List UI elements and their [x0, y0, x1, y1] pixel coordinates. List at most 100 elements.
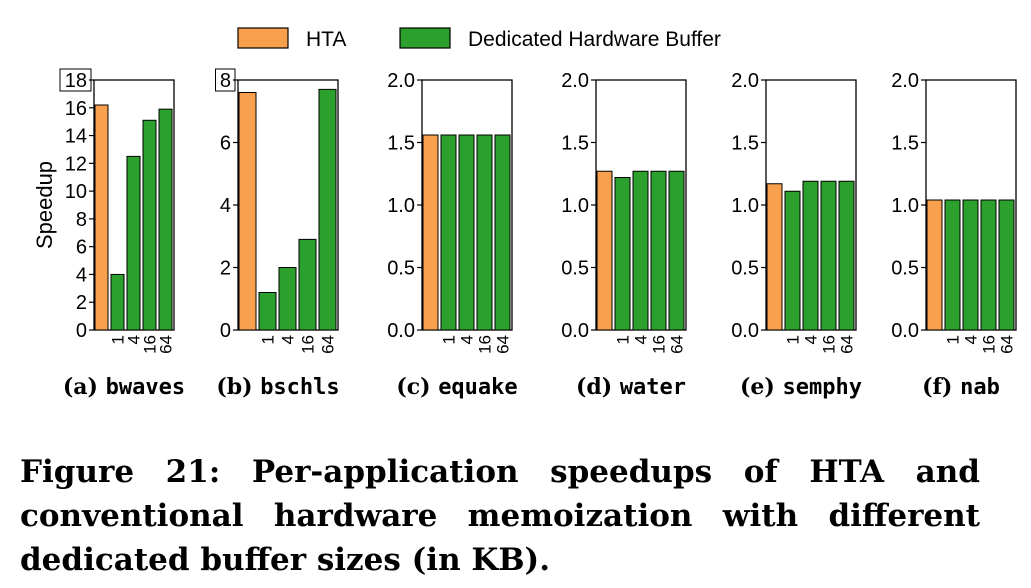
y-tick-label: 0.5: [891, 258, 919, 280]
x-tick-label: 1: [259, 335, 278, 344]
bar-buffer-4: [278, 267, 297, 331]
bar-buffer-4: [802, 180, 819, 331]
subfigure-app-name: equake: [438, 375, 517, 400]
x-tick-label: 16: [299, 335, 318, 354]
bar-buffer-1: [110, 273, 125, 331]
x-tick-label: 64: [157, 335, 176, 354]
subfigure-prefix: (e): [740, 374, 782, 400]
bar-buffer-1: [614, 177, 631, 331]
x-tick-label: 16: [141, 335, 160, 354]
subfigure-prefix: (b): [216, 374, 260, 400]
x-tick-label: 64: [319, 335, 338, 354]
bar-buffer-1: [258, 292, 277, 331]
panel-nab: 0.0 0.5 1.0 1.5 2.0 1 4 16 64 (f) nab: [891, 70, 1017, 400]
y-tick-label: 0.5: [387, 258, 415, 280]
bar-buffer-64: [318, 88, 337, 331]
bar-buffer-1: [784, 190, 801, 331]
y-tick-label: 12: [65, 153, 87, 175]
subfigure-label: (f) nab: [922, 374, 1000, 400]
legend-swatch-buffer: [399, 27, 451, 49]
x-tick-label: 1: [109, 335, 128, 344]
x-tick-label: 64: [998, 335, 1017, 354]
y-tick-label: 0.0: [731, 320, 759, 342]
bar-buffer-16: [820, 180, 837, 331]
bar-hta: [926, 199, 943, 331]
y-tick-label: 1.5: [561, 133, 589, 155]
bar-buffer-64: [158, 108, 173, 331]
y-axis-label: Speedup: [32, 161, 57, 249]
y-tick-label: 2.0: [891, 70, 919, 92]
subfigure-label: (e) semphy: [740, 374, 862, 400]
y-tick-label: 16: [65, 98, 87, 120]
panel-semphy: 0.0 0.5 1.0 1.5 2.0 1 4 16 64 (e) semphy: [731, 70, 862, 400]
x-tick-label: 16: [980, 335, 999, 354]
x-tick-label: 1: [784, 335, 803, 344]
subfigure-app-name: semphy: [783, 375, 862, 400]
subfigure-app-name: water: [620, 375, 686, 400]
y-tick-label: 6: [76, 237, 87, 259]
x-tick-label: 16: [820, 335, 839, 354]
y-tick-label: 8: [76, 209, 87, 231]
bar-hta: [766, 183, 783, 331]
figure-21-chart: HTA Dedicated Hardware Buffer 02468101214…: [32, 27, 1017, 400]
x-tick-label: 1: [944, 335, 963, 344]
legend: HTA Dedicated Hardware Buffer: [237, 27, 721, 51]
y-tick-label: 2.0: [561, 70, 589, 92]
y-tick-label: 0.0: [561, 320, 589, 342]
bar-buffer-4: [962, 199, 979, 331]
x-tick-label: 4: [802, 335, 821, 344]
subfigure-app-name: nab: [960, 375, 1000, 400]
legend-label-buffer: Dedicated Hardware Buffer: [468, 28, 721, 51]
x-tick-label: 4: [125, 335, 144, 344]
x-tick-label: 64: [838, 335, 857, 354]
y-tick-label: 0.5: [561, 258, 589, 280]
y-tick-label: 1.5: [891, 133, 919, 155]
figure-caption: Figure 21: Per-application speedups of H…: [20, 454, 980, 578]
subfigure-label: (d) water: [576, 374, 686, 400]
subfigure-app-name: bschls: [260, 375, 339, 400]
subfigure-label: (b) bschls: [216, 374, 339, 400]
subfigure-prefix: (d): [576, 374, 620, 400]
y-tick-label: 2.0: [731, 70, 759, 92]
bar-buffer-64: [494, 134, 511, 331]
x-tick-label: 4: [632, 335, 651, 344]
bar-buffer-16: [298, 238, 317, 331]
subfigure-prefix: (a): [63, 374, 106, 400]
y-tick-label: 6: [220, 133, 231, 155]
y-tick-label: 14: [65, 126, 87, 148]
y-tick-label: 1.5: [387, 133, 415, 155]
y-tick-label: 2.0: [387, 70, 415, 92]
bar-buffer-64: [668, 170, 685, 331]
y-tick-label: 0: [76, 320, 87, 342]
x-tick-label: 1: [614, 335, 633, 344]
y-tick-label: 18: [65, 70, 87, 92]
y-tick-label: 1.0: [731, 195, 759, 217]
bar-buffer-64: [998, 199, 1015, 331]
subfigure-app-name: bwaves: [106, 375, 185, 400]
y-tick-label-box: [59, 68, 92, 92]
x-tick-label: 16: [650, 335, 669, 354]
bar-buffer-4: [126, 155, 141, 331]
panel-equake: 0.0 0.5 1.0 1.5 2.0 1 4 16 64 (c) equake: [387, 70, 517, 400]
y-tick-label: 0: [220, 320, 231, 342]
bar-buffer-1: [440, 134, 457, 331]
y-tick-label: 10: [65, 181, 87, 203]
y-tick-label: 2: [220, 258, 231, 280]
bar-hta: [422, 134, 439, 331]
bar-hta: [238, 92, 257, 331]
y-tick-label: 1.5: [731, 133, 759, 155]
bar-buffer-64: [838, 180, 855, 331]
x-tick-label: 16: [476, 335, 495, 354]
y-tick-label: 8: [220, 70, 231, 92]
x-tick-label: 4: [962, 335, 981, 344]
bar-buffer-1: [944, 199, 961, 331]
y-tick-label: 4: [76, 264, 87, 286]
y-tick-label: 2: [76, 292, 87, 314]
y-tick-label: 1.0: [387, 195, 415, 217]
subfigure-prefix: (c): [396, 374, 438, 400]
y-tick-label: 1.0: [561, 195, 589, 217]
x-tick-label: 64: [494, 335, 513, 354]
y-tick-label: 0.0: [387, 320, 415, 342]
